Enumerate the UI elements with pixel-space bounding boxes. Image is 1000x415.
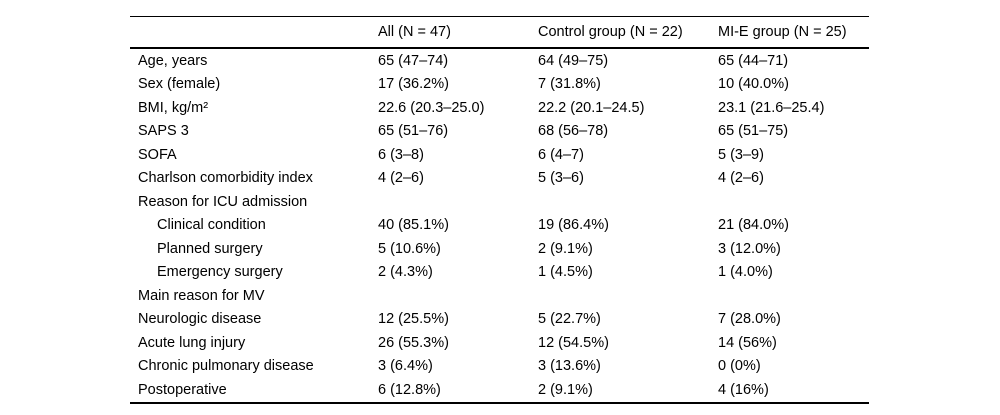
patient-characteristics-table: All (N = 47) Control group (N = 22) MI-E…	[130, 16, 869, 404]
cell-value: 6 (12.8%)	[378, 381, 441, 398]
header-col-control-group: Control group (N = 22)	[538, 23, 683, 40]
cell-value: 3 (13.6%)	[538, 358, 601, 374]
cell-value: 1 (4.5%)	[538, 264, 593, 280]
cell-value: 68 (56–78)	[538, 123, 609, 139]
row-label: SOFA	[138, 146, 177, 163]
row-label: Postoperative	[138, 381, 227, 398]
table-row-clinical-condition: Clinical condition 40 (85.1%) 19 (86.4%)…	[130, 214, 869, 238]
table-row-planned-surgery: Planned surgery 5 (10.6%) 2 (9.1%) 3 (12…	[130, 237, 869, 261]
cell-value: 10 (40.0%)	[718, 76, 789, 92]
table-header-row: All (N = 47) Control group (N = 22) MI-E…	[130, 16, 869, 49]
cell-value: 4 (16%)	[718, 381, 769, 398]
header-col-all: All (N = 47)	[378, 23, 451, 40]
cell-value: 65 (44–71)	[718, 52, 789, 69]
row-label: Clinical condition	[157, 217, 266, 233]
cell-value: 26 (55.3%)	[378, 334, 449, 351]
cell-value: 19 (86.4%)	[538, 217, 609, 233]
row-label: Chronic pulmonary disease	[138, 358, 314, 374]
row-label: Acute lung injury	[138, 334, 246, 351]
cell-value: 5 (3–9)	[718, 146, 764, 163]
table-row-neurologic-disease: Neurologic disease 12 (25.5%) 5 (22.7%) …	[130, 308, 869, 332]
table-row-sex: Sex (female) 17 (36.2%) 7 (31.8%) 10 (40…	[130, 73, 869, 97]
cell-value: 23.1 (21.6–25.4)	[718, 99, 825, 116]
cell-value: 5 (3–6)	[538, 170, 584, 186]
cell-value: 2 (9.1%)	[538, 381, 593, 398]
table-row-age: Age, years 65 (47–74) 64 (49–75) 65 (44–…	[130, 49, 869, 73]
row-label: Charlson comorbidity index	[138, 170, 313, 186]
cell-value: 7 (28.0%)	[718, 311, 781, 327]
cell-value: 65 (47–74)	[378, 52, 449, 69]
cell-value: 4 (2–6)	[378, 170, 424, 186]
row-label: Neurologic disease	[138, 311, 262, 327]
row-label: Planned surgery	[157, 240, 263, 257]
row-label-section: Reason for ICU admission	[138, 193, 308, 210]
table-row-bmi: BMI, kg/m² 22.6 (20.3–25.0) 22.2 (20.1–2…	[130, 96, 869, 120]
cell-value: 22.2 (20.1–24.5)	[538, 99, 645, 116]
cell-value: 4 (2–6)	[718, 170, 764, 186]
row-label: SAPS 3	[138, 123, 189, 139]
table-row-postoperative: Postoperative 6 (12.8%) 2 (9.1%) 4 (16%)	[130, 378, 869, 402]
cell-value: 65 (51–75)	[718, 123, 789, 139]
table-row-charlson: Charlson comorbidity index 4 (2–6) 5 (3–…	[130, 167, 869, 191]
cell-value: 0 (0%)	[718, 358, 761, 374]
header-col-mie-group: MI-E group (N = 25)	[718, 23, 847, 40]
row-label: BMI, kg/m²	[138, 99, 209, 116]
cell-value: 7 (31.8%)	[538, 76, 601, 92]
row-label-section: Main reason for MV	[138, 287, 265, 304]
table-row-main-reason-mv: Main reason for MV	[130, 284, 869, 308]
row-label: Emergency surgery	[157, 264, 283, 280]
cell-value: 3 (12.0%)	[718, 240, 781, 257]
table-row-acute-lung-injury: Acute lung injury 26 (55.3%) 12 (54.5%) …	[130, 331, 869, 355]
row-label: Age, years	[138, 52, 208, 69]
cell-value: 5 (22.7%)	[538, 311, 601, 327]
cell-value: 64 (49–75)	[538, 52, 609, 69]
cell-value: 2 (9.1%)	[538, 240, 593, 257]
cell-value: 5 (10.6%)	[378, 240, 441, 257]
table-row-chronic-pulmonary-disease: Chronic pulmonary disease 3 (6.4%) 3 (13…	[130, 355, 869, 379]
cell-value: 12 (25.5%)	[378, 311, 449, 327]
cell-value: 2 (4.3%)	[378, 264, 433, 280]
table-row-emergency-surgery: Emergency surgery 2 (4.3%) 1 (4.5%) 1 (4…	[130, 261, 869, 285]
cell-value: 22.6 (20.3–25.0)	[378, 99, 485, 116]
table-row-saps3: SAPS 3 65 (51–76) 68 (56–78) 65 (51–75)	[130, 120, 869, 144]
cell-value: 3 (6.4%)	[378, 358, 433, 374]
cell-value: 1 (4.0%)	[718, 264, 773, 280]
cell-value: 65 (51–76)	[378, 123, 449, 139]
table-row-reason-icu-admission: Reason for ICU admission	[130, 190, 869, 214]
cell-value: 14 (56%)	[718, 334, 777, 351]
cell-value: 6 (3–8)	[378, 146, 424, 163]
cell-value: 12 (54.5%)	[538, 334, 609, 351]
cell-value: 17 (36.2%)	[378, 76, 449, 92]
cell-value: 6 (4–7)	[538, 146, 584, 163]
cell-value: 40 (85.1%)	[378, 217, 449, 233]
row-label: Sex (female)	[138, 76, 221, 92]
table-row-sofa: SOFA 6 (3–8) 6 (4–7) 5 (3–9)	[130, 143, 869, 167]
cell-value: 21 (84.0%)	[718, 217, 789, 233]
